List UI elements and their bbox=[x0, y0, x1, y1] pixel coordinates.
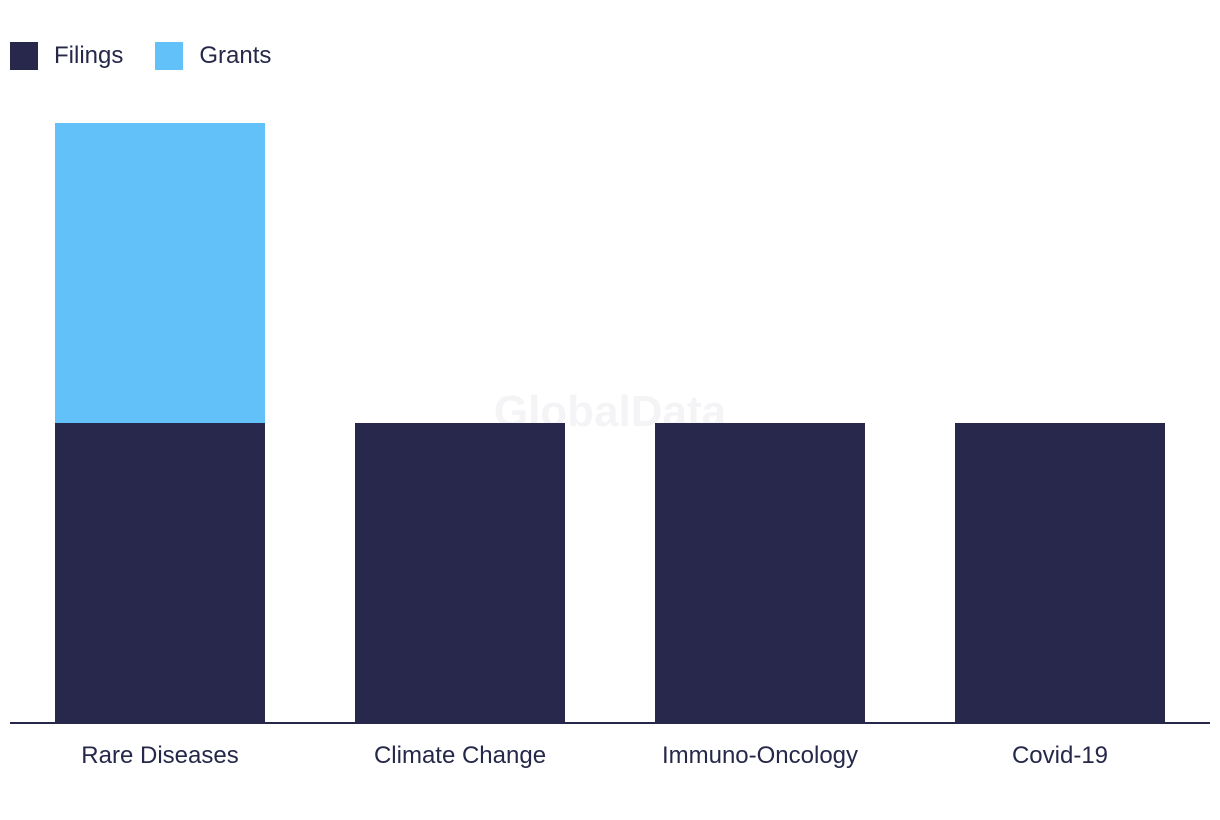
bar-grants-rare-diseases bbox=[55, 123, 265, 423]
x-tick-label: Covid-19 bbox=[1012, 742, 1108, 769]
bar-filings-immuno-oncology bbox=[655, 423, 865, 723]
legend-item-grants: Grants bbox=[155, 42, 271, 70]
bar-filings-climate-change bbox=[355, 423, 565, 723]
x-tick-label: Immuno-Oncology bbox=[662, 742, 858, 769]
x-tick-label: Rare Diseases bbox=[81, 742, 238, 769]
x-tick-labels: Rare Diseases Climate Change Immuno-Oncolo… bbox=[81, 742, 1108, 769]
legend-swatch-filings bbox=[10, 42, 38, 70]
legend-swatch-grants bbox=[155, 42, 184, 70]
bar-filings-covid-19 bbox=[955, 423, 1165, 723]
legend-label-grants: Grants bbox=[199, 42, 272, 69]
chart-legend: Filings Grants bbox=[10, 42, 303, 70]
x-tick-label: Climate Change bbox=[374, 742, 546, 769]
legend-label-filings: Filings bbox=[54, 42, 124, 69]
legend-item-filings: Filings bbox=[10, 42, 123, 70]
bars-group bbox=[55, 123, 1165, 723]
bar-filings-rare-diseases bbox=[55, 423, 265, 723]
